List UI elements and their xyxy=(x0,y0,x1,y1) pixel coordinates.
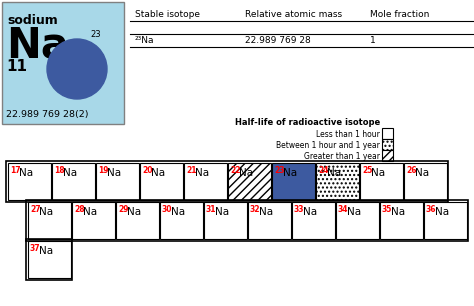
Text: 20: 20 xyxy=(142,166,153,175)
Text: Na: Na xyxy=(371,168,385,178)
Text: Relative atomic mass: Relative atomic mass xyxy=(245,10,342,19)
Bar xyxy=(28,202,71,239)
Text: Na: Na xyxy=(83,207,97,217)
Bar xyxy=(6,161,448,202)
Text: 27: 27 xyxy=(30,205,41,214)
Text: 18: 18 xyxy=(54,166,64,175)
Text: Na: Na xyxy=(39,207,53,217)
Text: 26: 26 xyxy=(406,166,417,175)
Text: 37: 37 xyxy=(30,244,41,253)
Bar xyxy=(96,163,139,200)
Text: Na: Na xyxy=(391,207,405,217)
Text: Na: Na xyxy=(195,168,209,178)
Text: 24: 24 xyxy=(318,166,328,175)
Bar xyxy=(28,241,71,278)
Bar xyxy=(204,202,247,239)
Text: 11: 11 xyxy=(6,59,27,74)
Text: Na: Na xyxy=(283,168,297,178)
Text: Half-life of radioactive isotope: Half-life of radioactive isotope xyxy=(235,118,380,127)
Text: Greater than 1 year: Greater than 1 year xyxy=(304,152,380,161)
Bar xyxy=(424,202,467,239)
Text: 31: 31 xyxy=(206,205,217,214)
Bar xyxy=(160,202,203,239)
Text: Na: Na xyxy=(6,24,69,66)
Text: Na: Na xyxy=(107,168,121,178)
Bar xyxy=(380,202,423,239)
Bar xyxy=(52,163,95,200)
Text: 28: 28 xyxy=(74,205,85,214)
Text: 22.989 769 28(2): 22.989 769 28(2) xyxy=(6,110,89,119)
Bar xyxy=(26,239,72,280)
Bar xyxy=(184,163,227,200)
Text: Na: Na xyxy=(239,168,253,178)
Bar xyxy=(272,163,315,200)
Text: 21: 21 xyxy=(186,166,197,175)
Bar xyxy=(360,163,403,200)
Text: ²³Na: ²³Na xyxy=(135,36,155,45)
Text: Na: Na xyxy=(415,168,429,178)
Circle shape xyxy=(47,39,107,99)
Text: Na: Na xyxy=(347,207,361,217)
Text: Na: Na xyxy=(435,207,449,217)
Bar xyxy=(316,163,359,200)
Text: 33: 33 xyxy=(294,205,304,214)
Text: Less than 1 hour: Less than 1 hour xyxy=(316,130,380,139)
Bar xyxy=(26,200,468,241)
Bar xyxy=(382,139,393,150)
Text: 34: 34 xyxy=(338,205,348,214)
Text: 36: 36 xyxy=(426,205,437,214)
Text: 32: 32 xyxy=(250,205,261,214)
Bar xyxy=(248,202,291,239)
Text: Na: Na xyxy=(327,168,341,178)
Text: 22.989 769 28: 22.989 769 28 xyxy=(245,36,311,45)
Text: Na: Na xyxy=(39,246,53,256)
Text: 23: 23 xyxy=(90,30,100,39)
Text: 17: 17 xyxy=(10,166,21,175)
Text: 29: 29 xyxy=(118,205,128,214)
Text: Between 1 hour and 1 year: Between 1 hour and 1 year xyxy=(276,141,380,150)
Text: Stable isotope: Stable isotope xyxy=(135,10,200,19)
Bar xyxy=(140,163,183,200)
Bar xyxy=(292,202,335,239)
Text: 30: 30 xyxy=(162,205,173,214)
Bar xyxy=(228,163,271,200)
Text: sodium: sodium xyxy=(7,14,58,27)
Text: Na: Na xyxy=(151,168,165,178)
Text: Na: Na xyxy=(303,207,317,217)
Text: 23: 23 xyxy=(274,166,284,175)
Text: Na: Na xyxy=(259,207,273,217)
Text: 19: 19 xyxy=(98,166,109,175)
Text: Na: Na xyxy=(19,168,33,178)
Text: Mole fraction: Mole fraction xyxy=(370,10,429,19)
Bar xyxy=(116,202,159,239)
Text: Na: Na xyxy=(63,168,77,178)
Text: Na: Na xyxy=(171,207,185,217)
Bar xyxy=(8,163,51,200)
Text: 1: 1 xyxy=(370,36,376,45)
Bar xyxy=(2,2,124,124)
Bar xyxy=(72,202,115,239)
Bar xyxy=(382,128,393,139)
Text: Na: Na xyxy=(215,207,229,217)
Text: Na: Na xyxy=(127,207,141,217)
Bar xyxy=(336,202,379,239)
Text: 22: 22 xyxy=(230,166,240,175)
Bar xyxy=(404,163,447,200)
Bar xyxy=(382,150,393,161)
Text: 35: 35 xyxy=(382,205,392,214)
Text: 25: 25 xyxy=(362,166,373,175)
